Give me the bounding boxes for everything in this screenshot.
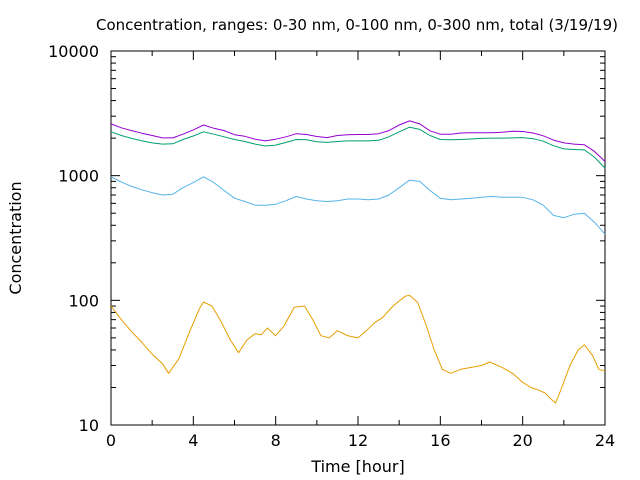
x-tick-label: 16 [430,431,450,450]
x-tick-label: 8 [271,431,281,450]
series-line-2 [110,176,606,235]
x-tick-label: 24 [595,431,615,450]
y-tick-label: 100 [68,291,99,310]
axis-tick-labels: 0 4 8 12 16 20 24 10 100 1000 10000 [48,42,615,450]
x-tick-label: 4 [188,431,198,450]
x-tick-label: 12 [348,431,368,450]
y-tick-label: 10000 [48,42,99,61]
plot-frame [110,50,606,426]
series-line-4 [110,120,606,162]
series-line-3 [110,126,606,169]
y-tick-label: 10 [79,416,99,435]
x-tick-label: 20 [512,431,532,450]
axis-ticks [110,50,606,426]
x-tick-label: 0 [106,431,116,450]
y-axis-title: Concentration [6,181,25,294]
y-tick-label: 1000 [58,167,99,186]
series-layer [110,120,606,404]
x-axis-title: Time [hour] [310,457,404,476]
series-line-1 [110,294,606,404]
chart-title: Concentration, ranges: 0-30 nm, 0-100 nm… [96,16,618,34]
